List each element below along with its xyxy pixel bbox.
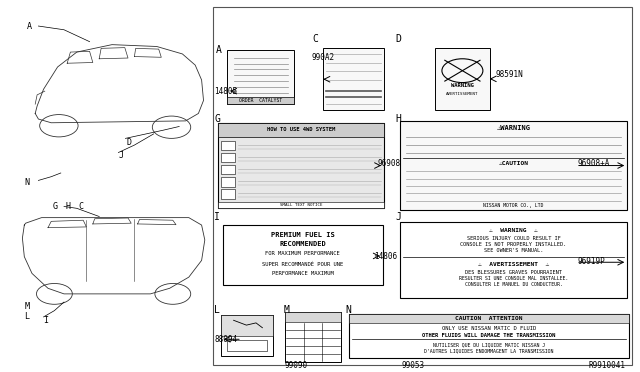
Text: RESULTER SI UNE CONSOLE MAL INSTALLEE.: RESULTER SI UNE CONSOLE MAL INSTALLEE. [459, 276, 568, 281]
Bar [400, 121, 627, 210]
Bar [221, 189, 235, 199]
Bar [227, 340, 267, 351]
Bar [221, 165, 235, 174]
Text: 98591N: 98591N [496, 70, 524, 79]
Text: 990A2: 990A2 [311, 53, 334, 62]
Text: CONSULTER LE MANUEL DU CONDUCTEUR.: CONSULTER LE MANUEL DU CONDUCTEUR. [465, 282, 563, 287]
Text: L: L [214, 305, 220, 314]
Text: 14805: 14805 [214, 87, 237, 96]
Text: SMALL TEXT NOTICE: SMALL TEXT NOTICE [280, 203, 322, 207]
Text: HOW TO USE 4WD SYSTEM: HOW TO USE 4WD SYSTEM [267, 127, 335, 132]
Text: PERFORMANCE MAXIMUM: PERFORMANCE MAXIMUM [272, 271, 333, 276]
Text: J: J [396, 212, 401, 221]
Bar [349, 314, 629, 358]
Text: SUPER RECOMMANDÉ POUR UNE: SUPER RECOMMANDÉ POUR UNE [262, 262, 343, 267]
Text: ORDER  CATALYST: ORDER CATALYST [239, 98, 282, 103]
Text: H: H [65, 202, 70, 211]
Text: 99053: 99053 [401, 361, 424, 370]
Bar [227, 50, 294, 104]
Text: 96908+A: 96908+A [578, 159, 611, 168]
Text: NUTILISER QUE DU LIQUIDE MATIC NISSAN J: NUTILISER QUE DU LIQUIDE MATIC NISSAN J [433, 342, 545, 347]
Text: CAUTION  ATTENTION: CAUTION ATTENTION [455, 316, 523, 321]
Text: L: L [24, 312, 29, 321]
Bar [218, 123, 384, 208]
Text: 96919P: 96919P [578, 257, 605, 266]
Text: PREMIUM FUEL IS: PREMIUM FUEL IS [271, 232, 335, 238]
Bar [221, 141, 235, 150]
Text: C: C [312, 34, 318, 44]
Text: G: G [214, 114, 220, 124]
Text: H: H [396, 114, 401, 124]
Text: A: A [27, 22, 32, 31]
Text: ⚠WARNING: ⚠WARNING [497, 125, 531, 131]
Bar [349, 314, 629, 323]
Text: I: I [214, 212, 220, 221]
Text: R9910041: R9910041 [589, 361, 626, 370]
Text: AVERTISSEMENT: AVERTISSEMENT [446, 92, 479, 96]
Text: SEE OWNER'S MANUAL.: SEE OWNER'S MANUAL. [484, 248, 543, 253]
Text: J: J [118, 151, 124, 160]
Text: D'AUTRES LIQUIDES ENDOMMAGENT LA TRANSMISSION: D'AUTRES LIQUIDES ENDOMMAGENT LA TRANSMI… [424, 348, 554, 353]
Text: D: D [396, 34, 401, 44]
Text: 99090: 99090 [284, 361, 307, 370]
Bar [223, 225, 383, 285]
Text: DES BLESSURES GRAVES POURRAIENT: DES BLESSURES GRAVES POURRAIENT [465, 270, 562, 275]
Text: OTHER FLUIDS WILL DAMAGE THE TRANSMISSION: OTHER FLUIDS WILL DAMAGE THE TRANSMISSIO… [422, 333, 556, 338]
Text: CONSOLE IS NOT PROPERLY INSTALLED.: CONSOLE IS NOT PROPERLY INSTALLED. [460, 242, 567, 247]
Bar [285, 312, 341, 322]
Text: 14806: 14806 [374, 252, 397, 261]
Text: D: D [127, 138, 132, 147]
Text: RECOMMENDED: RECOMMENDED [279, 241, 326, 247]
Bar [218, 123, 384, 137]
Text: N: N [346, 305, 351, 314]
Text: 96908: 96908 [378, 159, 401, 168]
Text: C: C [78, 202, 83, 211]
Text: ONLY USE NISSAN MATIC D FLUID: ONLY USE NISSAN MATIC D FLUID [442, 326, 536, 331]
Text: G: G [52, 202, 58, 211]
Text: N: N [24, 178, 29, 187]
Bar [213, 7, 632, 365]
Bar [221, 177, 235, 187]
Bar [285, 312, 341, 362]
Text: ⚠CAUTION: ⚠CAUTION [499, 161, 529, 166]
Text: SERIOUS INJURY COULD RESULT IF: SERIOUS INJURY COULD RESULT IF [467, 236, 561, 241]
Text: ⚠  AVERTISSEMENT  ⚠: ⚠ AVERTISSEMENT ⚠ [478, 262, 549, 267]
Bar [221, 153, 235, 162]
Bar [227, 97, 294, 104]
Text: ⚠  WARNING  ⚠: ⚠ WARNING ⚠ [489, 228, 538, 233]
Text: 88094: 88094 [214, 335, 237, 344]
Text: NISSAN MOTOR CO., LTD: NISSAN MOTOR CO., LTD [483, 203, 544, 208]
Bar [435, 48, 490, 110]
Bar [400, 222, 627, 298]
Bar [218, 202, 384, 208]
Bar [221, 315, 273, 356]
Text: FOR MAXIMUM PERFORMANCE: FOR MAXIMUM PERFORMANCE [266, 251, 340, 256]
Text: A: A [216, 45, 222, 55]
Text: M: M [284, 305, 289, 314]
Text: M: M [24, 302, 29, 311]
Bar [221, 315, 273, 336]
Text: WARNING: WARNING [451, 83, 474, 88]
Bar [323, 48, 384, 110]
Text: I: I [44, 316, 49, 325]
